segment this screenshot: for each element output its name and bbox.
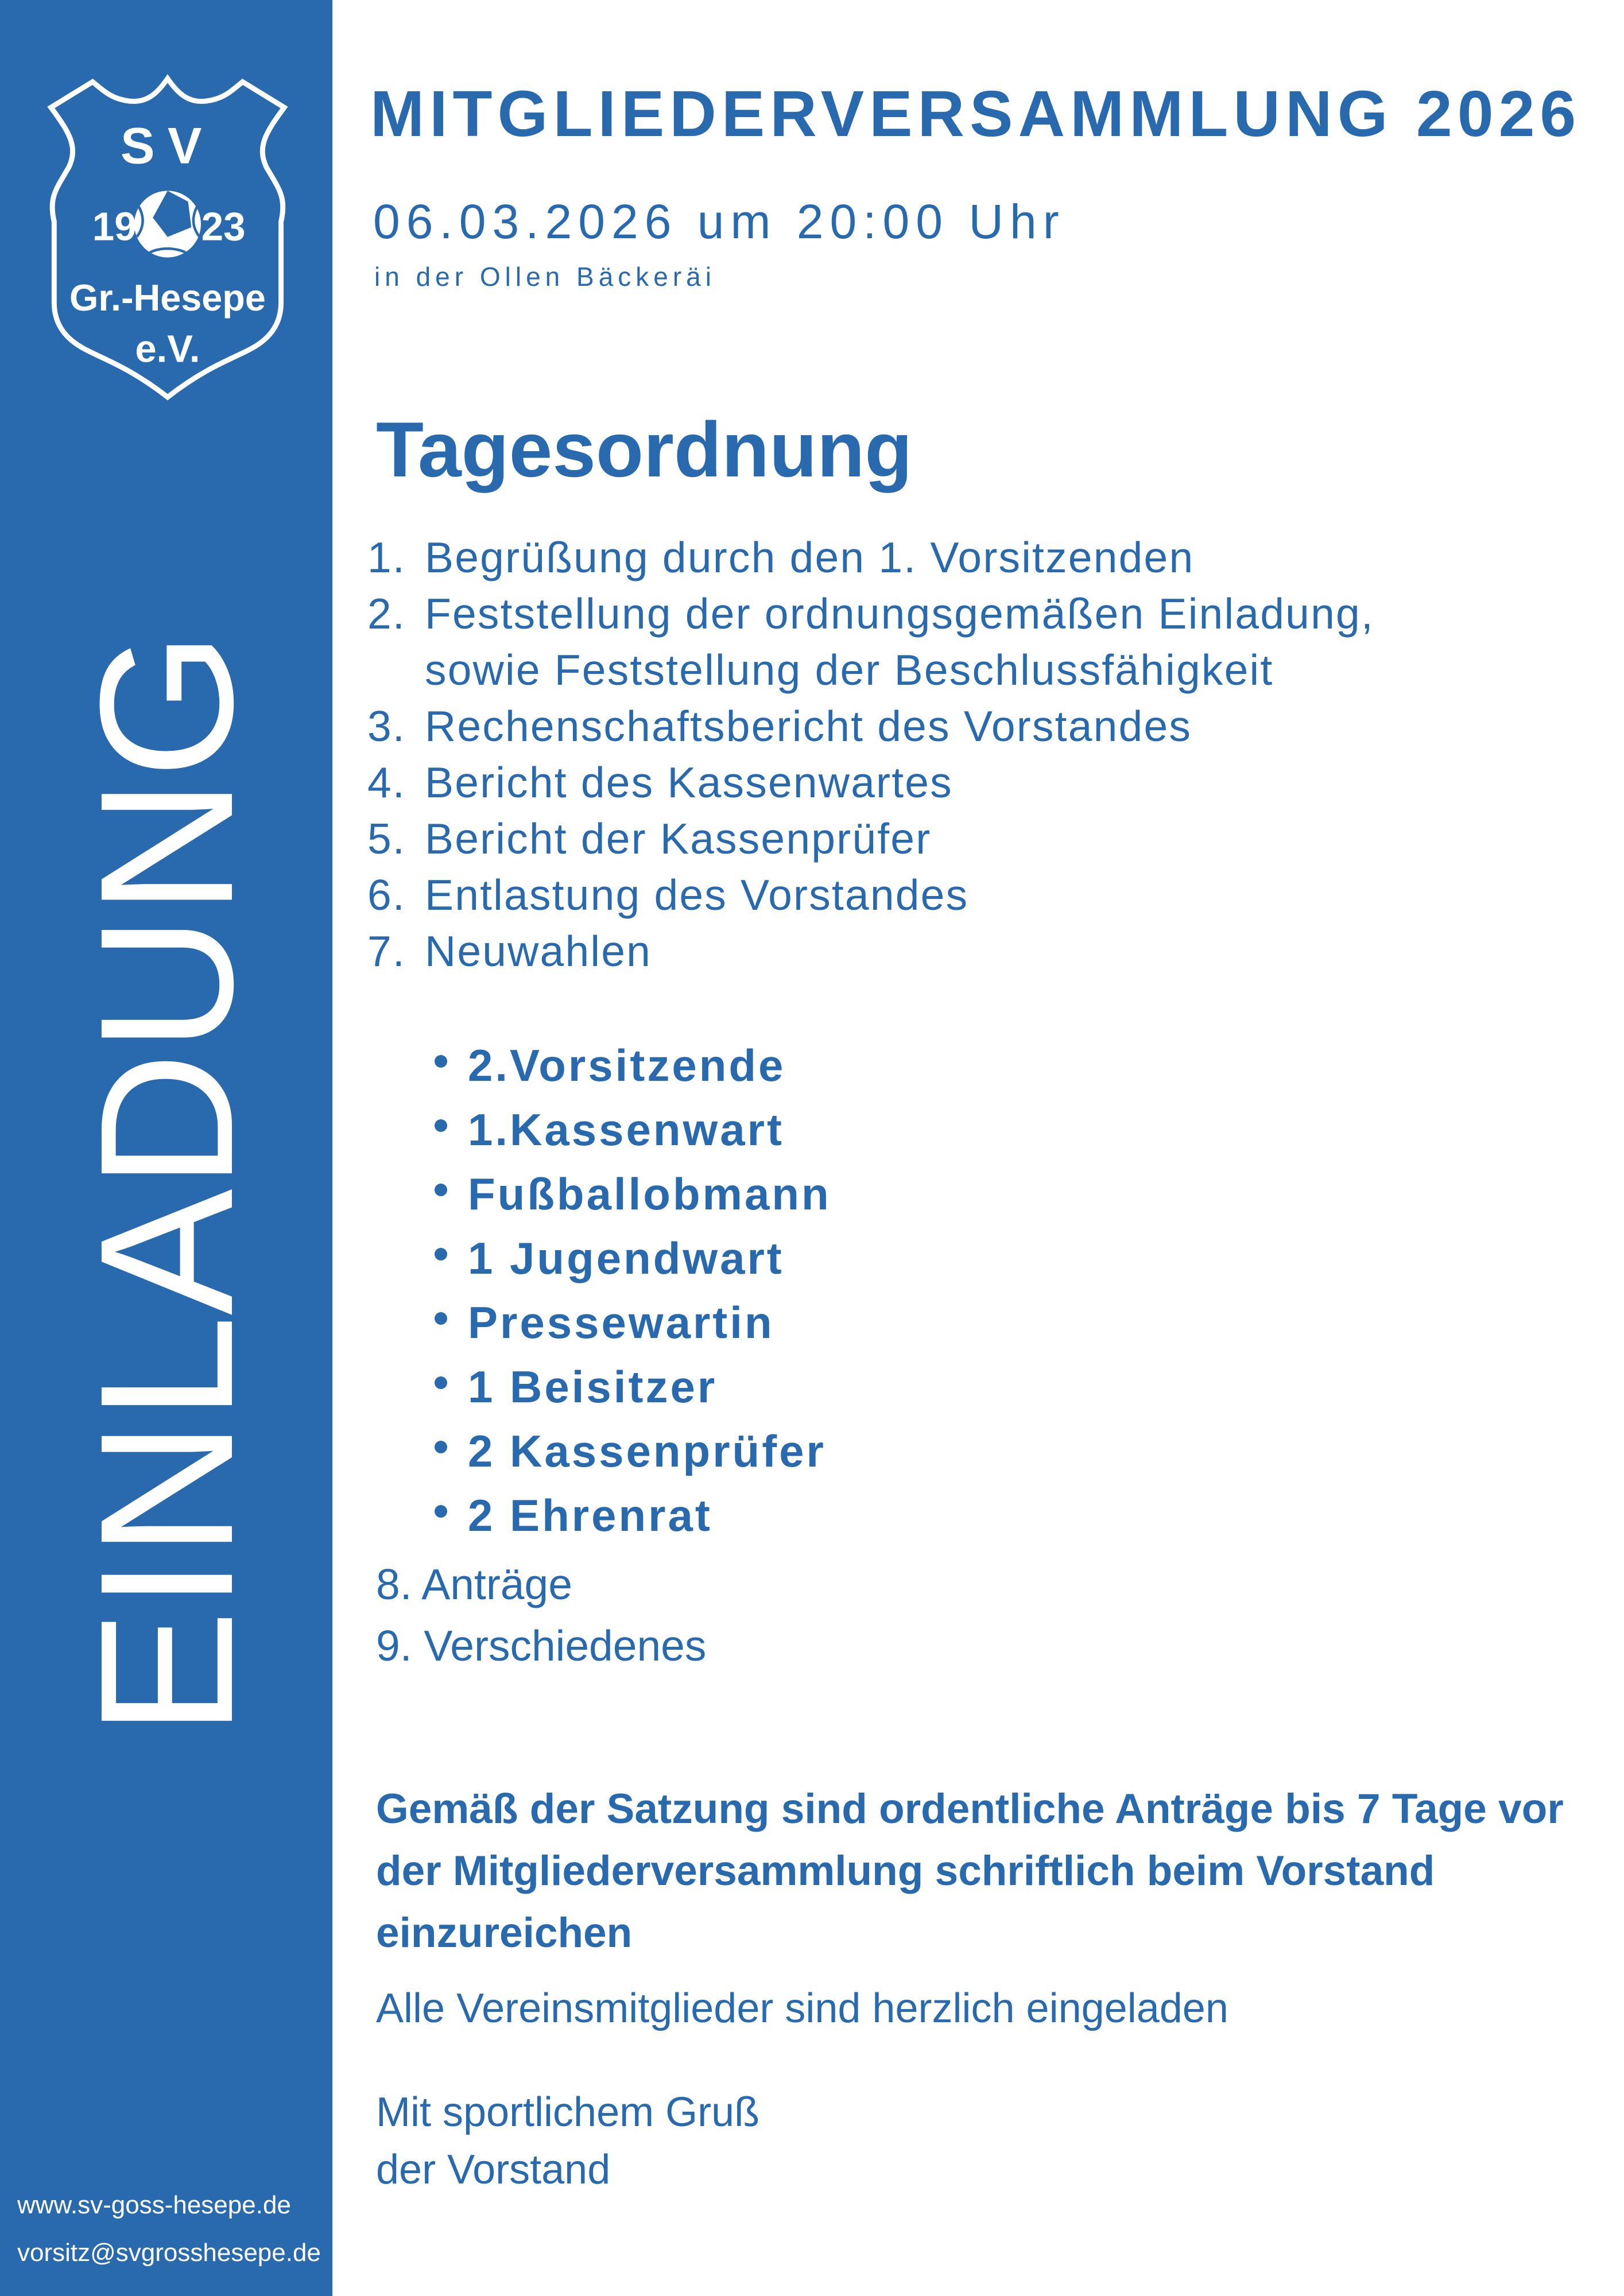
svg-text:23: 23 <box>201 204 246 249</box>
svg-text:19: 19 <box>92 204 137 249</box>
svg-text:Gr.-Hesepe: Gr.-Hesepe <box>69 277 266 319</box>
svg-text:SV: SV <box>121 117 215 174</box>
svg-text:e.V.: e.V. <box>135 327 200 370</box>
